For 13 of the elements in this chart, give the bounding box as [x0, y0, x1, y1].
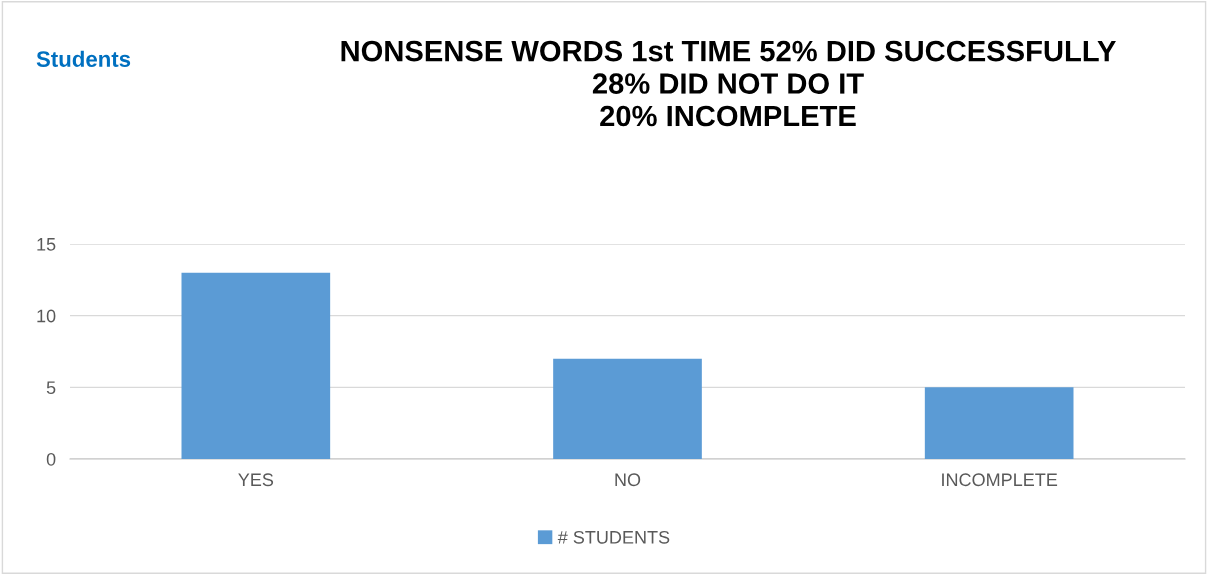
bar: [181, 272, 331, 459]
text: Students: [36, 50, 131, 67]
chart-title: NONSENSE WORDS 1st TIME 52% DID SUCCESSFULLY 28% DID NOT DO IT 20% INCOMPLETE: [341, 40, 1116, 127]
y-tick-label: 15: [37, 238, 56, 251]
x-tick-label: NO: [615, 473, 641, 487]
legend-label: # STUDENTS: [557, 530, 670, 544]
y-tick-label: 0: [46, 452, 56, 466]
bar: [924, 387, 1074, 459]
x-tick-label: YES: [238, 473, 274, 487]
x-tick-label: INCOMPLETE: [942, 473, 1058, 487]
bar: [553, 358, 702, 459]
y-tick-label: 10: [37, 309, 56, 323]
y-tick-label: 5: [46, 381, 56, 395]
